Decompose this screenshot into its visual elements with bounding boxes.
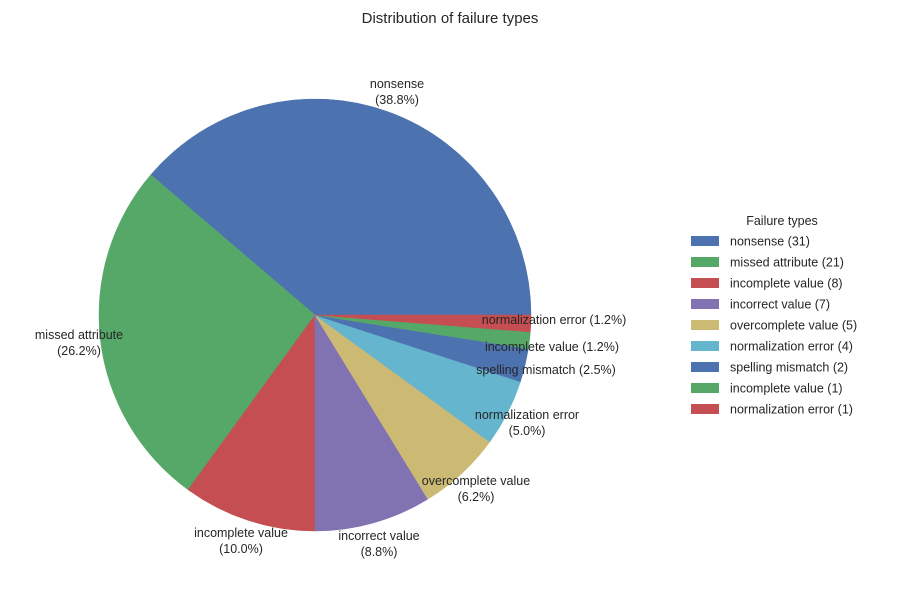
legend-swatch xyxy=(691,362,719,372)
legend-entry: normalization error (4) xyxy=(730,340,853,354)
slice-label: spelling mismatch (2.5%) xyxy=(476,363,616,377)
legend-swatch xyxy=(691,341,719,351)
slice-label: incomplete value (1.2%) xyxy=(485,340,619,354)
slice-label: missed attribute (26.2%) xyxy=(35,328,123,358)
legend-entry: incorrect value (7) xyxy=(730,298,830,312)
legend-swatch xyxy=(691,299,719,309)
pie-slice xyxy=(98,174,316,491)
legend-entry: incomplete value (8) xyxy=(730,277,843,291)
legend-entry: nonsense (31) xyxy=(730,235,810,249)
slice-labels: nonsense (38.8%) missed attribute (26.2%) in… xyxy=(35,77,626,559)
legend-entry: spelling mismatch (2) xyxy=(730,361,848,375)
pie-slice xyxy=(314,314,532,333)
legend: Failure types nonsense (31) missed attrib… xyxy=(691,214,857,417)
slice-label: normalization error (1.2%) xyxy=(482,313,627,327)
slice-label: incorrect value (8.8%) xyxy=(338,529,419,559)
pie-slice xyxy=(187,314,316,532)
legend-entry: overcomplete value (5) xyxy=(730,319,857,333)
legend-swatch xyxy=(691,404,719,414)
legend-entry: missed attribute (21) xyxy=(730,256,844,270)
legend-swatch xyxy=(691,278,719,288)
pie-slices xyxy=(98,98,532,532)
pie-slice xyxy=(150,98,532,316)
slice-label: overcomplete value (6.2%) xyxy=(422,474,530,504)
legend-swatch xyxy=(691,320,719,330)
legend-entry: normalization error (1) xyxy=(730,403,853,417)
slice-label: incomplete value (10.0%) xyxy=(194,526,288,556)
pie-slice xyxy=(314,314,429,532)
legend-swatch xyxy=(691,257,719,267)
chart-title: Distribution of failure types xyxy=(362,10,539,27)
slice-label: nonsense (38.8%) xyxy=(370,77,424,107)
slice-label: normalization error (5.0%) xyxy=(475,408,579,438)
legend-title: Failure types xyxy=(746,214,818,228)
legend-swatch xyxy=(691,236,719,246)
legend-entry: incomplete value (1) xyxy=(730,382,843,396)
legend-swatch xyxy=(691,383,719,393)
